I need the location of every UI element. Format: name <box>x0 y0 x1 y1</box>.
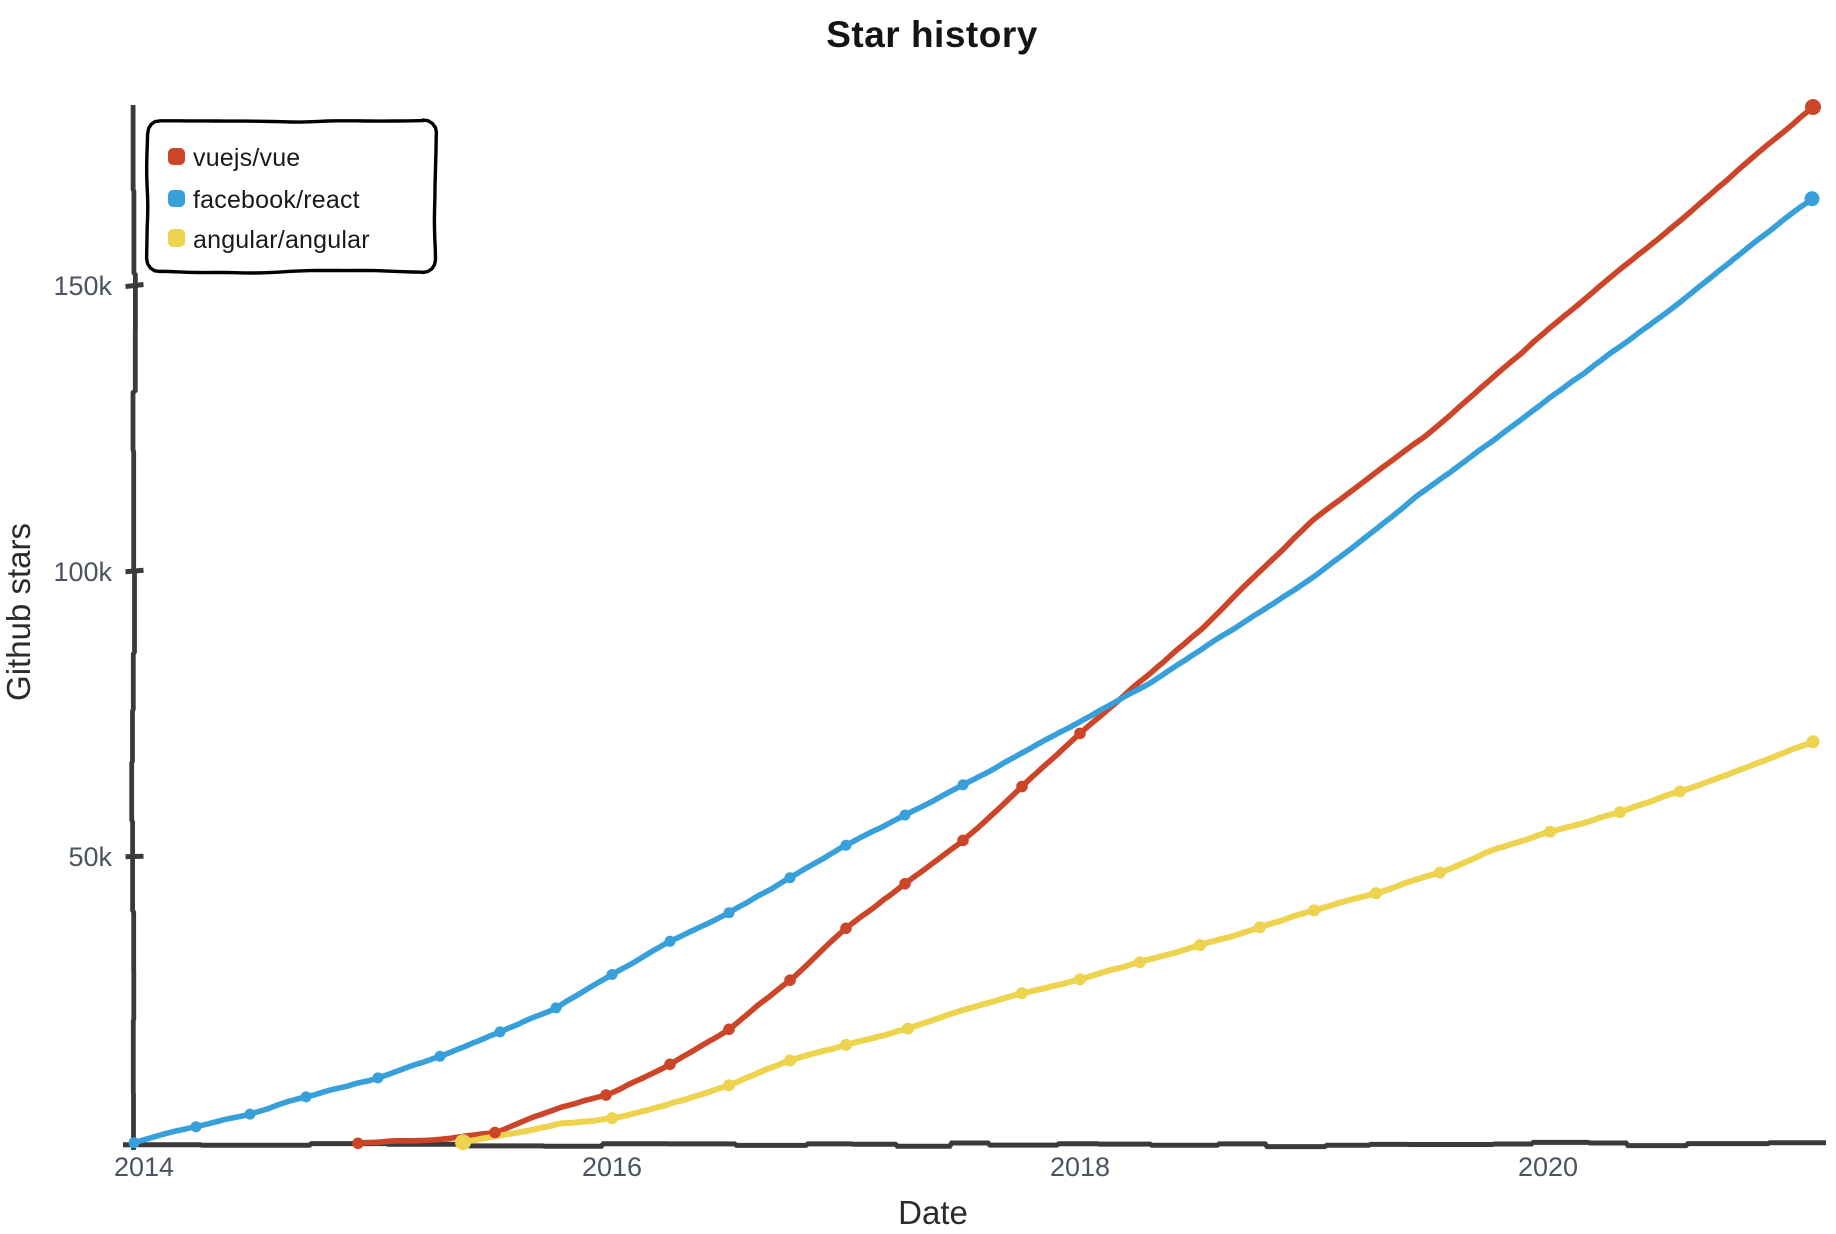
svg-text:Date: Date <box>898 1194 968 1231</box>
svg-text:2018: 2018 <box>1050 1152 1110 1182</box>
svg-text:100k: 100k <box>53 557 112 587</box>
svg-text:2020: 2020 <box>1518 1152 1578 1182</box>
svg-text:2014: 2014 <box>114 1152 174 1182</box>
svg-text:2016: 2016 <box>582 1152 642 1182</box>
svg-text:Star history: Star history <box>826 14 1038 55</box>
svg-text:50k: 50k <box>68 842 112 872</box>
svg-text:facebook/react: facebook/react <box>193 186 360 214</box>
svg-text:150k: 150k <box>53 271 112 301</box>
svg-text:Github stars: Github stars <box>0 523 37 701</box>
svg-text:angular/angular: angular/angular <box>193 226 370 254</box>
svg-text:vuejs/vue: vuejs/vue <box>193 144 300 172</box>
